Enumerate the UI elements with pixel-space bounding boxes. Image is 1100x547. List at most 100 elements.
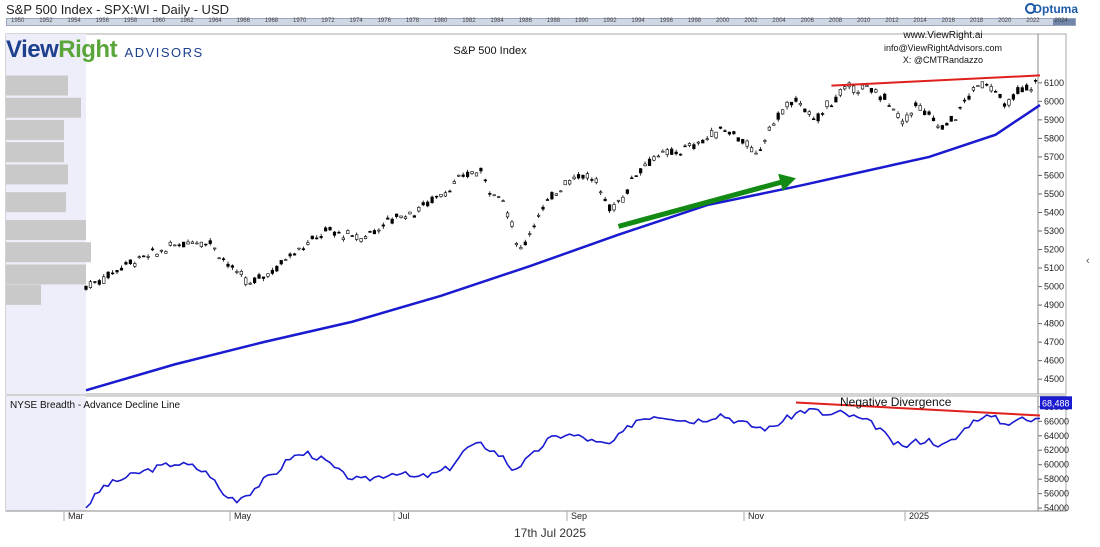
price-candle-body bbox=[350, 235, 354, 237]
price-candle-body bbox=[576, 174, 581, 179]
price-panel-frame bbox=[5, 33, 1067, 395]
timeline-year-label: 1978 bbox=[405, 18, 420, 24]
price-candle-body bbox=[368, 230, 372, 233]
price-candle-body bbox=[266, 273, 270, 277]
expand-panel-icon[interactable]: ‹ bbox=[1086, 255, 1090, 267]
price-candle-body bbox=[479, 167, 483, 172]
timeline-year-label: 1994 bbox=[631, 18, 645, 24]
price-candle-body bbox=[701, 139, 705, 144]
moving-average-line bbox=[85, 104, 1041, 392]
price-candle-body bbox=[235, 271, 239, 273]
price-candle-body bbox=[736, 137, 740, 142]
price-candle-body bbox=[585, 173, 590, 179]
price-candle-body bbox=[590, 179, 594, 181]
x-axis-label: Jul bbox=[398, 511, 410, 521]
price-candle-body bbox=[665, 149, 669, 155]
price-candle-body bbox=[634, 175, 638, 177]
last-value-badge bbox=[1040, 396, 1072, 410]
price-candle-body bbox=[341, 237, 345, 240]
price-candle-body bbox=[647, 158, 652, 166]
price-candle-body bbox=[594, 178, 598, 183]
price-candle-body bbox=[337, 231, 341, 234]
x-axis-label: May bbox=[234, 511, 252, 521]
timeline-year-label: 1952 bbox=[39, 18, 53, 24]
price-candle-body bbox=[310, 235, 314, 240]
title-bar: S&P 500 Index - SPX:WI - Daily - USD Opt… bbox=[0, 0, 1100, 18]
price-candle-body bbox=[532, 225, 536, 228]
price-candle-body bbox=[550, 192, 554, 200]
price-candle-body bbox=[199, 241, 203, 248]
price-candle-body bbox=[150, 248, 155, 251]
timeline-year-label: 1972 bbox=[321, 18, 335, 24]
price-candle-body bbox=[221, 258, 226, 260]
price-candle-body bbox=[568, 180, 572, 185]
price-candle-body bbox=[412, 215, 416, 218]
price-axis-label: 5700 bbox=[1044, 152, 1064, 162]
price-candle-body bbox=[718, 126, 723, 129]
price-candle-body bbox=[488, 193, 492, 195]
price-candle-body bbox=[869, 88, 873, 93]
last-value-text: 68,488 bbox=[1042, 398, 1070, 408]
timeline-year-label: 1954 bbox=[67, 18, 81, 24]
price-candle-body bbox=[395, 213, 399, 217]
price-candle-body bbox=[874, 89, 878, 93]
price-candle-body bbox=[949, 115, 953, 122]
price-candle-body bbox=[137, 256, 141, 259]
breadth-axis-label: 66000 bbox=[1044, 416, 1069, 426]
price-chart[interactable]: S&P 500 Index 4500 4600 4700 4800 4900 5000 510… bbox=[0, 26, 1100, 526]
optuma-logo: Optuma bbox=[1032, 2, 1078, 16]
price-axis-label: 5300 bbox=[1044, 226, 1064, 236]
price-candle-body bbox=[115, 270, 119, 273]
price-candle-body bbox=[1007, 99, 1011, 106]
price-candle-body bbox=[359, 238, 363, 242]
price-axis-label: 5900 bbox=[1044, 115, 1064, 125]
x-axis-label: Nov bbox=[748, 511, 765, 521]
price-candle-body bbox=[315, 237, 319, 240]
timeline-selection[interactable] bbox=[1053, 19, 1075, 25]
price-candle-body bbox=[696, 141, 700, 144]
contact-block: www.ViewRight.ai info@ViewRightAdvisors.… bbox=[858, 30, 1028, 66]
price-candle-body bbox=[825, 100, 829, 107]
price-candle-body bbox=[607, 204, 612, 212]
price-candle-body bbox=[945, 122, 949, 126]
volume-profile-bar bbox=[6, 142, 64, 163]
price-candle-body bbox=[523, 241, 527, 246]
price-candle-body bbox=[834, 96, 838, 103]
price-axis-label: 5600 bbox=[1044, 170, 1064, 180]
price-candle-body bbox=[599, 191, 603, 194]
timeline-year-label: 2000 bbox=[716, 18, 730, 24]
price-candle-body bbox=[119, 267, 124, 271]
price-panel-title: S&P 500 Index bbox=[453, 45, 527, 57]
price-candle-body bbox=[603, 198, 607, 202]
price-candle-body bbox=[177, 244, 181, 247]
price-candle-body bbox=[923, 110, 927, 116]
x-axis-label: Mar bbox=[68, 511, 84, 521]
price-candle-body bbox=[767, 126, 771, 131]
price-candle-body bbox=[328, 227, 332, 231]
price-candle-body bbox=[967, 95, 971, 100]
price-axis-label: 6000 bbox=[1044, 96, 1064, 106]
price-candle-body bbox=[812, 118, 816, 121]
timeline-navigator[interactable]: 1950 1952 1954 1956 1958 1960 1962 1964 1966 1968… bbox=[6, 18, 1076, 26]
price-candle-body bbox=[297, 247, 301, 250]
price-candle-body bbox=[501, 200, 505, 203]
price-candle-body bbox=[989, 86, 993, 92]
price-axis-label: 4900 bbox=[1044, 300, 1064, 310]
price-candle-body bbox=[612, 204, 616, 211]
price-candle-body bbox=[860, 84, 865, 90]
price-candle-body bbox=[390, 218, 394, 224]
price-candle-body bbox=[781, 109, 785, 115]
price-candle-body bbox=[497, 196, 501, 198]
price-axis-label: 4600 bbox=[1044, 356, 1064, 366]
price-candle-body bbox=[332, 231, 337, 236]
price-candle-body bbox=[1002, 103, 1007, 107]
price-candle-body bbox=[182, 241, 186, 248]
breadth-axis-label: 58000 bbox=[1044, 474, 1069, 484]
timeline-year-label: 1998 bbox=[687, 18, 702, 24]
price-candle-body bbox=[168, 241, 172, 246]
price-candle-body bbox=[927, 111, 931, 115]
price-axis-label: 5100 bbox=[1044, 263, 1064, 273]
breadth-panel-title: NYSE Breadth - Advance Decline Line bbox=[10, 400, 181, 411]
breadth-axis-label: 54000 bbox=[1044, 503, 1069, 513]
volume-profile-bar bbox=[6, 264, 86, 285]
